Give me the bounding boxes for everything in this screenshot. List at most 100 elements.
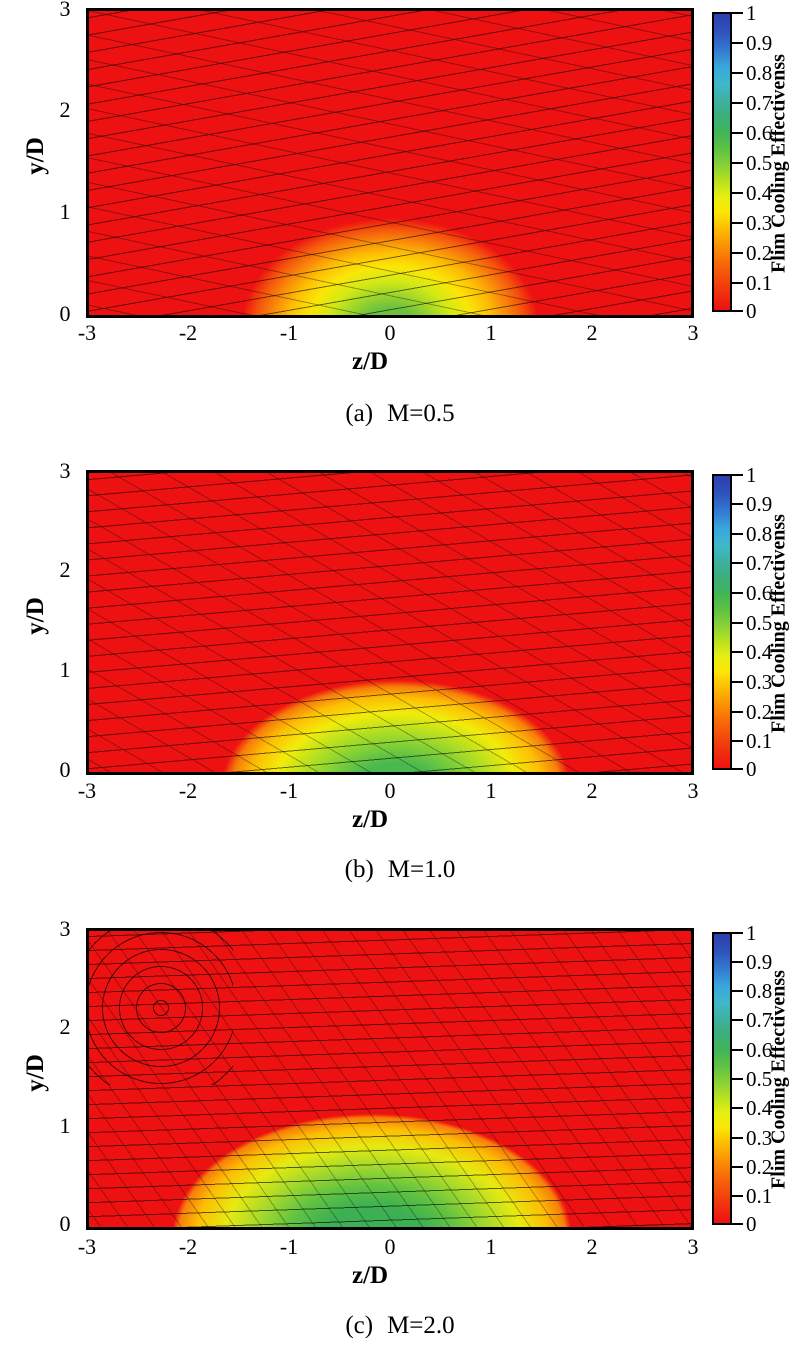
caption-text-a: M=0.5: [387, 400, 455, 427]
colorbar-label-b-0: 1: [746, 463, 757, 487]
caption-b: (b) M=1.0: [0, 856, 800, 884]
colorbar-label-b-1: 0.9: [746, 492, 773, 516]
colorbar-tick-a-4: [732, 132, 743, 134]
effectiveness-field-c: [89, 931, 691, 1227]
colorbar-tick-c-8: [732, 1166, 743, 1168]
colorbar-label-b-4: 0.6: [746, 581, 773, 605]
x-tick-0-a: 0: [384, 320, 396, 345]
x-tick-n2-c: -2: [178, 1234, 198, 1259]
colorbar-title-a: Flim Cooling Effectivenss: [767, 54, 790, 273]
colorbar-label-a-8: 0.2: [746, 241, 773, 265]
contour-plot-m20: [86, 928, 694, 1230]
colorbar-label-b-9: 0.1: [746, 729, 773, 753]
caption-letter-c: (c): [345, 1312, 374, 1339]
colorbar-tick-c-7: [732, 1137, 743, 1139]
colorbar-gradient-a: [712, 12, 732, 312]
colorbar-tick-c-9: [732, 1195, 743, 1197]
x-tick-3-b: 3: [687, 778, 699, 803]
panel-m10: y/D 3 2 1 0 -3 -2 -1 0 1 2 3 z/D 1 0.9 0…: [0, 452, 800, 904]
colorbar-label-c-3: 0.7: [746, 1008, 773, 1032]
colorbar-tick-b-9: [732, 740, 743, 742]
colorbar-label-b-7: 0.3: [746, 670, 773, 694]
caption-text-c: M=2.0: [387, 1312, 455, 1339]
colorbar-tick-b-2: [732, 533, 743, 535]
y-tick-3-c: 3: [59, 916, 71, 941]
y-tick-3-b: 3: [59, 458, 71, 483]
colorbar-label-a-10: 0: [746, 299, 757, 323]
x-axis-title-b: z/D: [352, 806, 389, 833]
y-tick-3-a: 3: [59, 0, 71, 21]
colorbar-label-c-0: 1: [746, 921, 757, 945]
colorbar-label-b-6: 0.4: [746, 640, 773, 664]
x-tick-n3-a: -3: [77, 320, 97, 345]
y-tick-0-c: 0: [59, 1211, 71, 1236]
effectiveness-field-b: [89, 473, 691, 772]
colorbar-label-c-7: 0.3: [746, 1126, 773, 1150]
y-tick-2-b: 2: [59, 557, 71, 582]
x-tick-3-c: 3: [687, 1234, 699, 1259]
colorbar-tick-b-8: [732, 711, 743, 713]
x-tick-0-b: 0: [384, 778, 396, 803]
colorbar-label-b-5: 0.5: [746, 611, 773, 635]
y-tick-1-b: 1: [59, 657, 71, 682]
colorbar-label-c-6: 0.4: [746, 1096, 773, 1120]
colorbar-label-a-4: 0.6: [746, 121, 773, 145]
colorbar-tick-c-10: [732, 1223, 743, 1225]
colorbar-tick-a-5: [732, 162, 743, 164]
colorbar-tick-b-10: [732, 768, 743, 770]
x-tick-n3-c: -3: [77, 1234, 97, 1259]
colorbar-label-c-10: 0: [746, 1212, 757, 1236]
colorbar-label-c-4: 0.6: [746, 1038, 773, 1062]
y-axis-title-c: y/D: [22, 1054, 49, 1092]
colorbar-tick-c-4: [732, 1049, 743, 1051]
colorbar-tick-b-1: [732, 503, 743, 505]
panel-m05: y/D 3 2 1 0 -3 -2 -1 0 1 2 3 z/D 1 0.9 0…: [0, 0, 800, 452]
colorbar-a: 1 0.9 0.8 0.7 0.6 0.5 0.4 0.3 0.2 0.1 0 …: [712, 1, 798, 323]
colorbar-tick-a-3: [732, 102, 743, 104]
y-axis-title-a: y/D: [22, 137, 49, 175]
x-tick-n2-a: -2: [178, 320, 198, 345]
colorbar-tick-c-5: [732, 1078, 743, 1080]
x-tick-n1-b: -1: [279, 778, 299, 803]
colorbar-label-a-6: 0.4: [746, 181, 773, 205]
x-tick-1-c: 1: [485, 1234, 497, 1259]
colorbar-label-a-1: 0.9: [746, 31, 773, 55]
colorbar-tick-c-0: [732, 932, 743, 934]
x-tick-n3-b: -3: [77, 778, 97, 803]
colorbar-label-a-0: 1: [746, 1, 757, 25]
colorbar-tick-c-3: [732, 1019, 743, 1021]
colorbar-tick-b-4: [732, 592, 743, 594]
y-tick-0-a: 0: [59, 301, 71, 326]
y-axis-title-b: y/D: [22, 597, 49, 635]
contour-plot-m10: [86, 470, 694, 775]
caption-a: (a) M=0.5: [0, 400, 800, 428]
colorbar-tick-a-7: [732, 222, 743, 224]
colorbar-tick-a-9: [732, 282, 743, 284]
colorbar-label-c-9: 0.1: [746, 1184, 773, 1208]
colorbar-c: 1 0.9 0.8 0.7 0.6 0.5 0.4 0.3 0.2 0.1 0 …: [712, 921, 798, 1236]
colorbar-tick-b-7: [732, 681, 743, 683]
colorbar-label-c-5: 0.5: [746, 1067, 773, 1091]
colorbar-label-a-2: 0.8: [746, 61, 773, 85]
colorbar-tick-a-10: [732, 310, 743, 312]
caption-c: (c) M=2.0: [0, 1312, 800, 1340]
colorbar-tick-a-1: [732, 42, 743, 44]
x-tick-n2-b: -2: [178, 778, 198, 803]
colorbar-b: 1 0.9 0.8 0.7 0.6 0.5 0.4 0.3 0.2 0.1 0 …: [712, 463, 798, 781]
x-tick-n1-a: -1: [279, 320, 299, 345]
y-tick-2-a: 2: [59, 97, 71, 122]
colorbar-tick-a-2: [732, 72, 743, 74]
x-tick-2-c: 2: [586, 1234, 598, 1259]
colorbar-gradient-b: [712, 474, 732, 770]
colorbar-title-b: Flim Cooling Effectivenss: [767, 514, 790, 733]
y-tick-0-b: 0: [59, 757, 71, 782]
colorbar-tick-c-2: [732, 990, 743, 992]
x-tick-1-a: 1: [485, 320, 497, 345]
colorbar-label-a-9: 0.1: [746, 271, 773, 295]
colorbar-label-b-10: 0: [746, 757, 757, 781]
panel-m20: y/D 3 2 1 0 -3 -2 -1 0 1 2 3 z/D 1 0.9 0…: [0, 904, 800, 1356]
y-tick-1-a: 1: [59, 199, 71, 224]
colorbar-label-a-7: 0.3: [746, 211, 773, 235]
colorbar-label-b-2: 0.8: [746, 522, 773, 546]
colorbar-tick-a-6: [732, 192, 743, 194]
